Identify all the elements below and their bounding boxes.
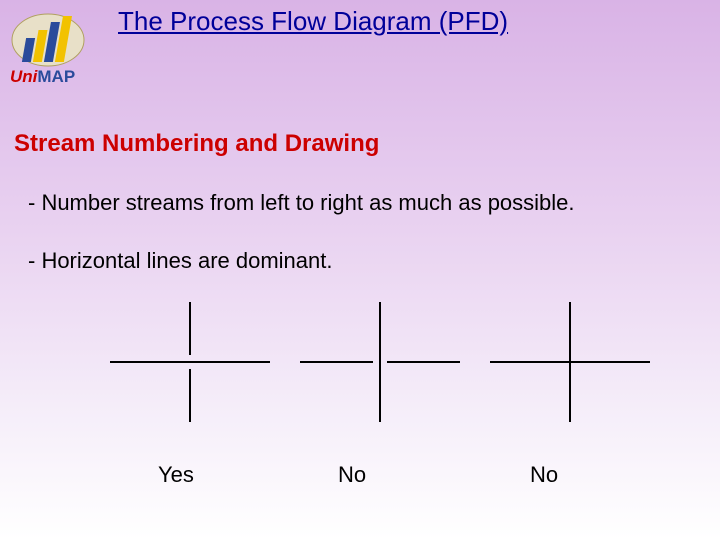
caption-yes: Yes: [158, 462, 194, 488]
diagram-no-1: [290, 302, 470, 422]
diagram-no2-svg: [480, 302, 660, 422]
diagram-yes: [100, 302, 280, 422]
logo: UniMAP: [8, 8, 103, 88]
bullet-1: - Number streams from left to right as m…: [28, 190, 575, 216]
diagram-no-2: [480, 302, 660, 422]
section-subtitle: Stream Numbering and Drawing: [14, 130, 379, 158]
logo-uni: Uni: [10, 67, 39, 86]
caption-no-2: No: [530, 462, 558, 488]
logo-map: MAP: [37, 67, 75, 86]
page-title: The Process Flow Diagram (PFD): [118, 6, 508, 37]
diagram-yes-svg: [100, 302, 280, 422]
diagram-area: [100, 302, 640, 442]
caption-no-1: No: [338, 462, 366, 488]
svg-text:UniMAP: UniMAP: [10, 67, 75, 86]
bullet-2: - Horizontal lines are dominant.: [28, 248, 332, 274]
diagram-no1-svg: [290, 302, 470, 422]
